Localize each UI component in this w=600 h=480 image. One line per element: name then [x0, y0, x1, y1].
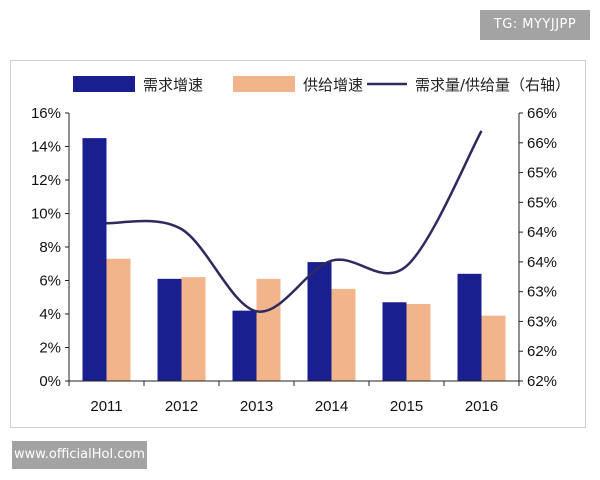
legend: 需求增速 供给增速 需求量/供给量（右轴） — [73, 76, 570, 94]
bars — [82, 138, 506, 381]
legend-demand-label: 需求增速 — [143, 76, 203, 94]
supply-growth-bar — [181, 277, 206, 381]
x-tick-label: 2013 — [240, 398, 273, 415]
right-tick-label: 65% — [527, 194, 557, 211]
watermark-top: TG: MYYJJPP — [480, 10, 590, 40]
left-tick-label: 4% — [39, 306, 61, 323]
right-tick-label: 64% — [527, 254, 557, 271]
x-tick-label: 2011 — [90, 398, 122, 415]
legend-demand-swatch — [73, 76, 135, 92]
demand-growth-bar — [232, 310, 257, 381]
legend-supply-label: 供给增速 — [303, 76, 363, 94]
right-tick-label: 62% — [527, 343, 557, 360]
right-tick-label: 62% — [527, 373, 557, 390]
demand-growth-bar — [307, 262, 332, 381]
x-tick-label: 2016 — [465, 398, 498, 415]
left-tick-label: 2% — [39, 340, 61, 357]
left-tick-label: 12% — [31, 172, 61, 189]
left-tick-label: 0% — [39, 373, 61, 390]
right-tick-label: 66% — [527, 105, 557, 122]
demand-growth-bar — [457, 273, 482, 381]
chart: 需求增速 供给增速 需求量/供给量（右轴） 0% 2% 4% 6% 8% 10% 12% 14% 1… — [31, 76, 570, 415]
right-y-axis: 62% 62% 63% 63% 64% 64% 65% 65% 66% 66% — [518, 105, 557, 390]
x-tick-label: 2014 — [315, 398, 348, 415]
legend-supply-swatch — [233, 76, 295, 92]
supply-growth-bar — [406, 303, 431, 381]
x-axis: 2011 2012 2013 2014 2015 2016 — [68, 380, 520, 415]
left-tick-label: 6% — [39, 273, 61, 290]
supply-growth-bar — [106, 258, 131, 381]
demand-growth-bar — [382, 302, 407, 381]
left-tick-label: 14% — [31, 139, 61, 156]
supply-growth-bar — [331, 288, 356, 381]
right-tick-label: 63% — [527, 313, 557, 330]
supply-growth-bar — [256, 278, 281, 381]
ratio-line-series — [106, 130, 483, 313]
legend-ratio-label: 需求量/供给量（右轴） — [415, 76, 570, 94]
right-tick-label: 64% — [527, 224, 557, 241]
demand-growth-bar — [82, 138, 107, 381]
watermark-bottom: www.officialHol.com — [12, 441, 147, 469]
right-tick-label: 65% — [527, 165, 557, 182]
chart-frame: 需求增速 供给增速 需求量/供给量（右轴） 0% 2% 4% 6% 8% 10% 12% 14% 1… — [10, 60, 586, 428]
x-tick-label: 2012 — [165, 398, 198, 415]
right-tick-label: 63% — [527, 284, 557, 301]
demand-growth-bar — [157, 278, 182, 381]
supply-growth-bar — [481, 315, 506, 381]
left-tick-label: 8% — [39, 239, 61, 256]
left-y-axis: 0% 2% 4% 6% 8% 10% 12% 14% 16% — [31, 105, 70, 390]
left-tick-label: 10% — [31, 206, 61, 223]
right-tick-label: 66% — [527, 135, 557, 152]
left-tick-label: 16% — [31, 105, 61, 122]
x-tick-label: 2015 — [390, 398, 423, 415]
